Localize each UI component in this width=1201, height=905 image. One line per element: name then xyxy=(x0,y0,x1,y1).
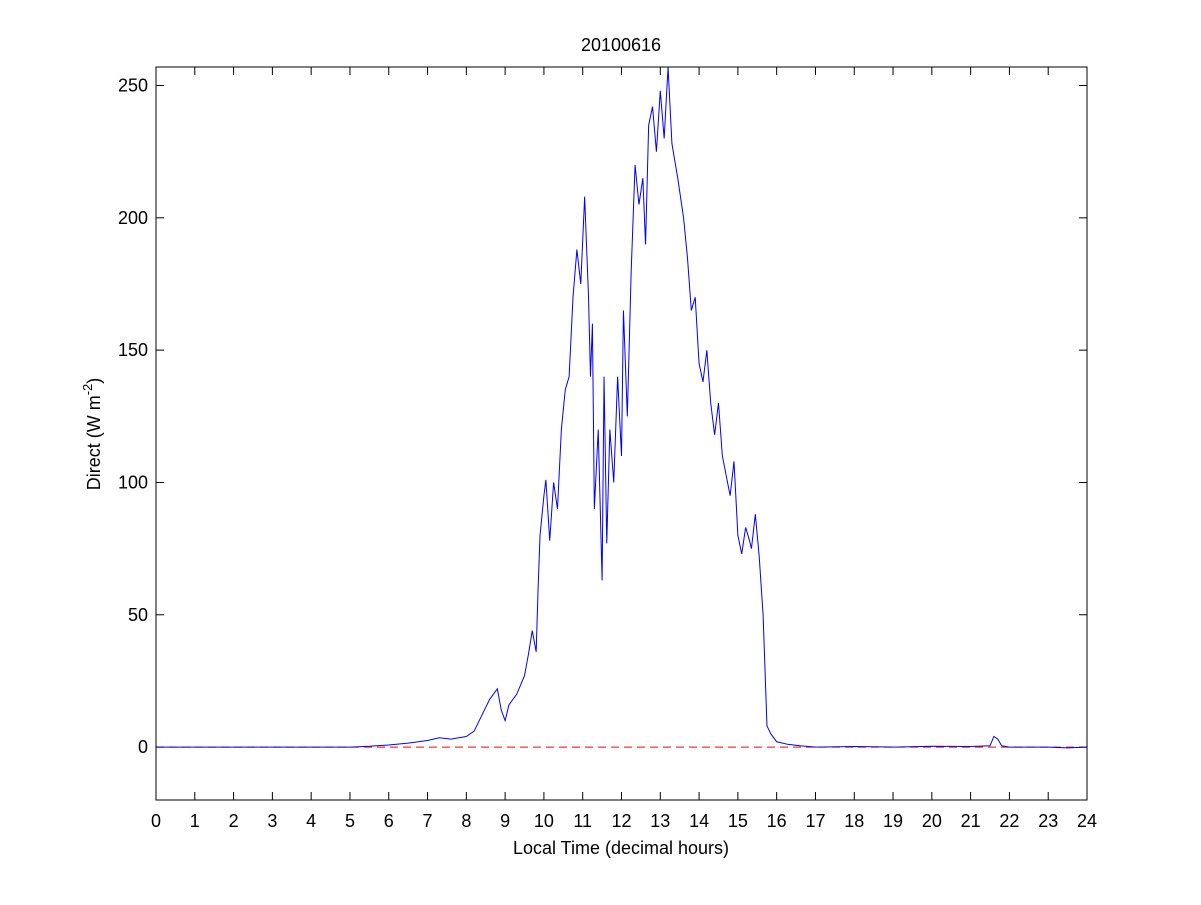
x-tick-label: 12 xyxy=(611,811,631,831)
x-tick-label: 18 xyxy=(844,811,864,831)
x-tick-label: 11 xyxy=(573,811,592,831)
x-tick-label: 16 xyxy=(767,811,787,831)
x-tick-label: 15 xyxy=(728,811,748,831)
y-label-sup: -2 xyxy=(80,384,95,396)
x-tick-label: 22 xyxy=(999,811,1019,831)
x-axis-label: Local Time (decimal hours) xyxy=(513,838,729,858)
plot-frame xyxy=(155,66,1088,801)
x-tick-label: 6 xyxy=(384,811,394,831)
chart-title: 20100616 xyxy=(581,35,661,55)
x-tick-label: 23 xyxy=(1038,811,1058,831)
x-tick-label: 1 xyxy=(190,811,200,831)
x-tick-label: 3 xyxy=(267,811,277,831)
x-tick-label: 2 xyxy=(229,811,239,831)
x-tick-label: 20 xyxy=(922,811,942,831)
y-label-end: ) xyxy=(84,378,104,384)
x-tick-label: 24 xyxy=(1077,811,1097,831)
y-tick-label: 150 xyxy=(118,340,148,360)
x-tick-label: 0 xyxy=(151,811,161,831)
x-tick-label: 13 xyxy=(650,811,670,831)
y-tick-label: 250 xyxy=(118,76,148,96)
y-tick-label: 50 xyxy=(128,605,148,625)
x-tick-label: 10 xyxy=(534,811,554,831)
x-tick-label: 14 xyxy=(689,811,709,831)
x-tick-label: 9 xyxy=(500,811,510,831)
x-tick-label: 7 xyxy=(423,811,433,831)
data-line xyxy=(156,66,1088,749)
x-tick-label: 4 xyxy=(306,811,316,831)
x-tick-label: 19 xyxy=(883,811,903,831)
y-label-text: Direct (W m xyxy=(84,395,104,490)
x-tick-label: 17 xyxy=(805,811,825,831)
x-tick-label: 8 xyxy=(461,811,471,831)
y-axis-label: Direct (W m-2) xyxy=(80,378,104,491)
y-tick-label: 100 xyxy=(118,472,148,492)
x-tick-label: 5 xyxy=(345,811,355,831)
y-tick-label: 0 xyxy=(138,737,148,757)
x-tick-label: 21 xyxy=(961,811,981,831)
y-tick-label: 200 xyxy=(118,208,148,228)
